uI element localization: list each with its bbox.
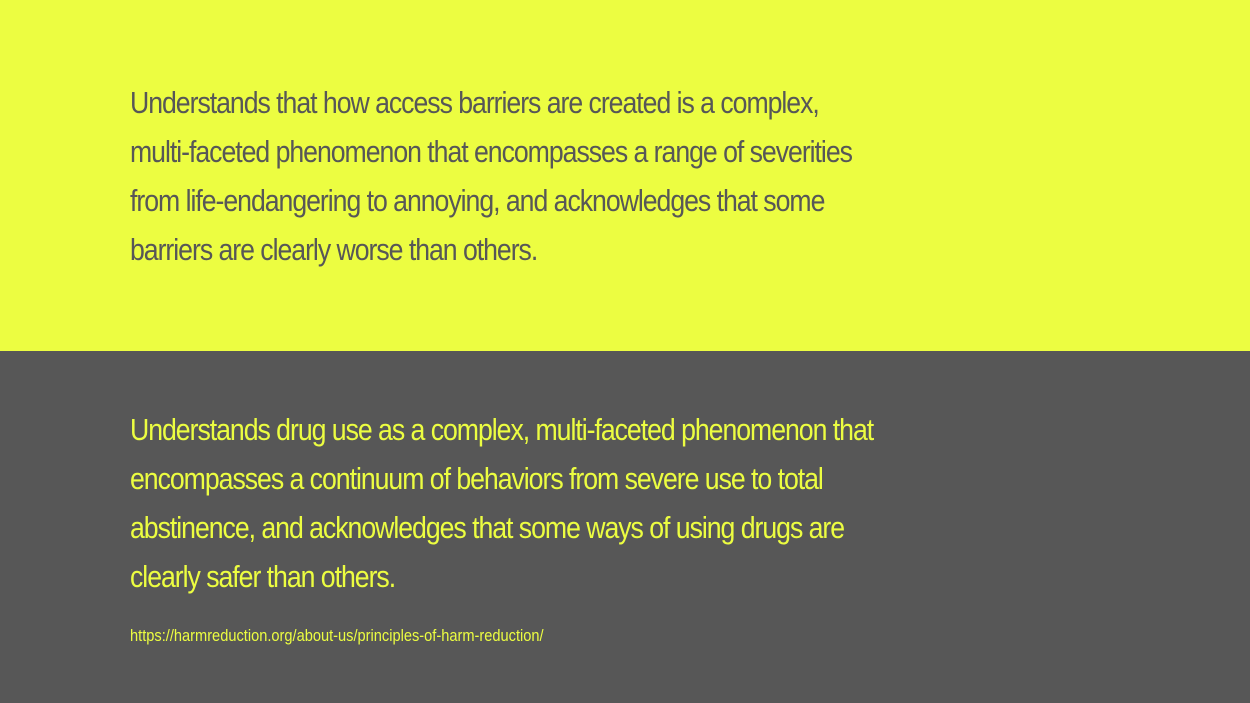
harm-reduction-statement: Understands drug use as a complex, multi… <box>130 405 1128 601</box>
top-panel: Understands that how access barriers are… <box>0 0 1250 351</box>
statement-line: Understands drug use as a complex, multi… <box>130 412 874 447</box>
statement-line: abstinence, and acknowledges that some w… <box>130 510 845 545</box>
statement-line: barriers are clearly worse than others. <box>130 232 538 267</box>
source-link[interactable]: https://harmreduction.org/about-us/princ… <box>130 626 544 645</box>
statement-line: Understands that how access barriers are… <box>130 85 820 120</box>
statement-line: encompasses a continuum of behaviors fro… <box>130 461 824 496</box>
statement-line: multi-faceted phenomenon that encompasse… <box>130 134 853 169</box>
bottom-panel <box>0 351 1250 703</box>
statement-line: clearly safer than others. <box>130 559 396 594</box>
access-barriers-statement: Understands that how access barriers are… <box>130 78 1128 274</box>
statement-line: from life-endangering to annoying, and a… <box>130 183 825 218</box>
